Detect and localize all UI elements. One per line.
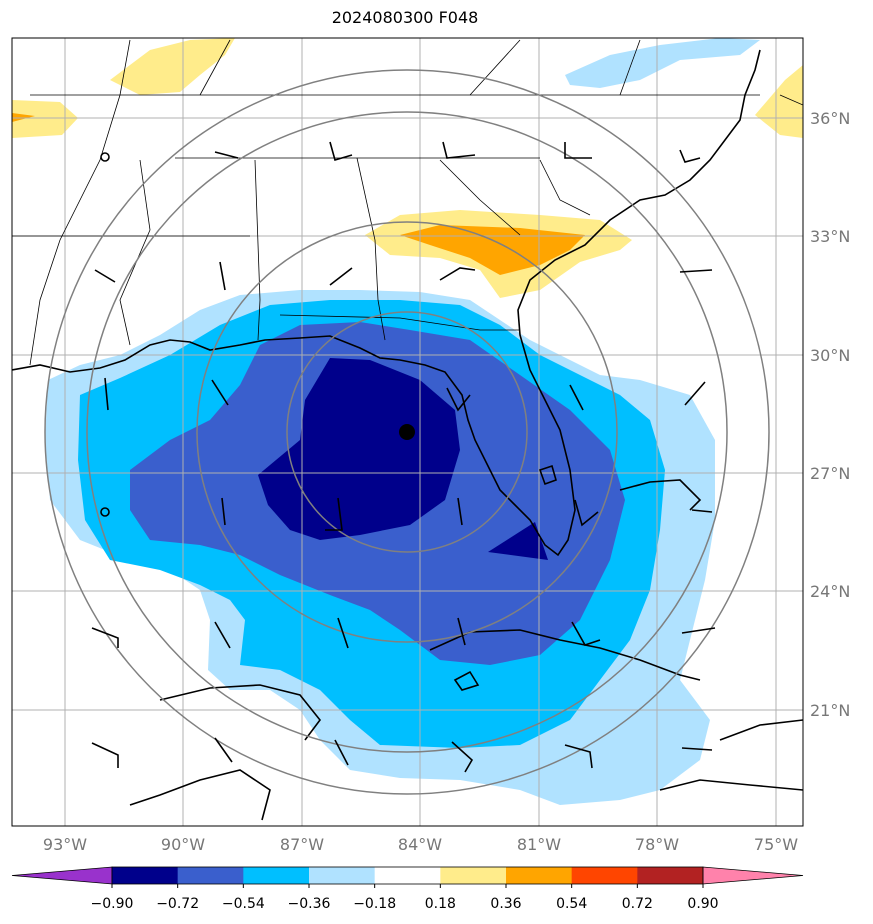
colorbar-tick-label: 0.18 — [425, 896, 456, 912]
lat-tick-label: 21°N — [810, 701, 850, 720]
contour-blue-northeast — [565, 38, 760, 88]
lon-tick-label: 81°W — [517, 835, 561, 854]
lat-tick-label: 24°N — [810, 582, 850, 601]
colorbar-segment — [440, 867, 507, 884]
plot-frame — [11, 37, 804, 827]
colorbar-segment — [374, 867, 441, 884]
colorbar-tick-label: −0.18 — [353, 896, 396, 912]
calm-circle — [100, 507, 110, 517]
lat-tick-labels: 36°N 33°N 30°N 27°N 24°N 21°N — [810, 109, 850, 720]
lat-tick-label: 30°N — [810, 346, 850, 365]
lon-tick-label: 87°W — [280, 835, 324, 854]
colorbar-min-extension — [11, 866, 113, 885]
calm-circle — [100, 152, 110, 162]
colorbar-tick-label: 0.36 — [490, 896, 521, 912]
colorbar-segment — [177, 867, 244, 884]
lat-tick-label: 36°N — [810, 109, 850, 128]
colorbar-max-extension — [702, 866, 804, 885]
colorbar-segment — [571, 867, 638, 884]
colorbar-segment — [243, 867, 310, 884]
contour-navy — [258, 358, 460, 540]
contour-yellow-north — [110, 38, 235, 95]
contour-yellow-east — [755, 65, 803, 138]
map-title: 2024080300 F048 — [331, 8, 479, 27]
contour-yellow-west — [12, 100, 78, 138]
colorbar-tick-label: −0.90 — [91, 896, 134, 912]
range-rings — [44, 69, 770, 795]
wind-barbs — [91, 141, 716, 773]
colorbar-tick-label: 0.90 — [687, 896, 718, 912]
lon-tick-labels: 93°W 90°W 87°W 84°W 81°W 78°W 75°W — [43, 835, 798, 854]
lon-tick-label: 84°W — [398, 835, 442, 854]
colorbar-segment — [506, 867, 573, 884]
colorbar-tick-label: −0.54 — [222, 896, 265, 912]
lon-tick-label: 93°W — [43, 835, 87, 854]
lat-tick-label: 27°N — [810, 464, 850, 483]
lon-tick-label: 90°W — [161, 835, 205, 854]
colorbar-tick-label: −0.36 — [288, 896, 331, 912]
storm-center-marker — [399, 424, 415, 440]
coastlines — [12, 49, 803, 821]
lon-tick-label: 75°W — [754, 835, 798, 854]
colorbar-tick-label: −0.72 — [156, 896, 199, 912]
colorbar-tick-label: 0.54 — [556, 896, 587, 912]
state-borders — [12, 39, 803, 366]
colorbar-tick-label: 0.72 — [622, 896, 653, 912]
colorbar-segment — [112, 867, 179, 884]
colorbar-segment — [309, 867, 376, 884]
colorbar-frame — [111, 866, 704, 885]
lon-tick-label: 78°W — [635, 835, 679, 854]
map-plot-area — [12, 38, 803, 826]
colorbar: −0.90 −0.72 −0.54 −0.36 −0.18 0.18 0.36 0.54 0.7… — [11, 866, 804, 912]
lat-tick-label: 33°N — [810, 227, 850, 246]
contour-navy-small — [488, 522, 548, 560]
colorbar-segment — [637, 867, 704, 884]
